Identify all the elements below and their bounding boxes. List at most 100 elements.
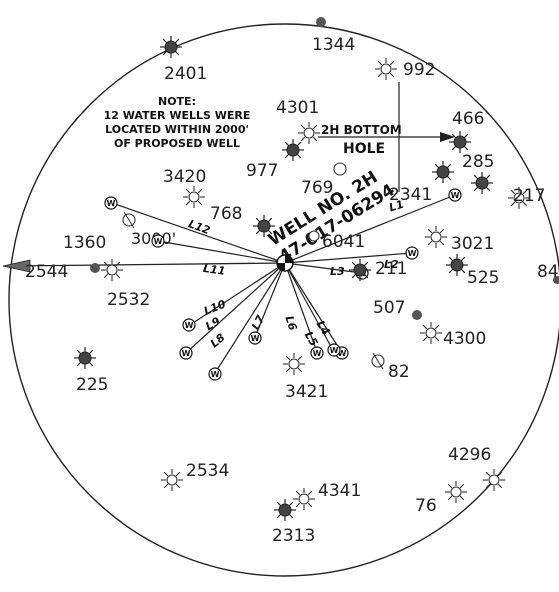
oil-gas-well-icon xyxy=(482,468,506,492)
well-label: 6041 xyxy=(322,232,365,252)
svg-text:W: W xyxy=(408,249,417,258)
svg-text:W: W xyxy=(451,191,460,200)
well-label: 3421 xyxy=(285,382,328,402)
oil-gas-well-icon xyxy=(273,498,297,522)
well-label: 211 xyxy=(375,259,407,279)
well-label: 4300 xyxy=(443,329,486,349)
bottom-hole-label-1: 2H BOTTOM xyxy=(321,123,402,137)
line-label-l11: L11 xyxy=(202,262,226,278)
well-label: 2544 xyxy=(25,262,68,282)
oil-gas-well-icon xyxy=(100,258,124,282)
svg-text:W: W xyxy=(182,349,191,358)
water-well-icon: W xyxy=(405,246,419,260)
note-line-2: 12 WATER WELLS WERE xyxy=(104,109,251,122)
svg-text:W: W xyxy=(185,321,194,330)
gas-well-icon xyxy=(371,352,385,370)
well-label: 4341 xyxy=(318,481,361,501)
well-label: 1344 xyxy=(312,35,355,55)
water-well-icon: W xyxy=(310,346,324,360)
well-label: 225 xyxy=(76,375,108,395)
bottom-hole-label-2: HOLE xyxy=(343,141,385,157)
dry-hole-icon xyxy=(412,310,422,320)
line-label-l3: L3 xyxy=(330,265,345,278)
existing-wells xyxy=(73,17,559,522)
svg-text:W: W xyxy=(107,199,116,208)
water-well-icon: W xyxy=(151,234,165,248)
oil-gas-well-icon xyxy=(431,160,455,184)
water-well-icon: W xyxy=(248,331,262,345)
gas-well-icon xyxy=(122,211,136,229)
well-label: 1360 xyxy=(63,233,106,253)
dry-hole-icon xyxy=(316,17,326,27)
well-label: 2341 xyxy=(389,185,432,205)
oil-gas-well-icon xyxy=(282,352,306,376)
water-well-icon: W xyxy=(182,318,196,332)
well-label: 2313 xyxy=(272,526,315,546)
gas-well-icon xyxy=(333,162,347,176)
note-block: NOTE: 12 WATER WELLS WERE LOCATED WITHIN… xyxy=(104,95,251,150)
well-label: 3021 xyxy=(451,234,494,254)
well-labels: 1344 2401 992 4301 466 977 285 3420 769 … xyxy=(25,35,559,546)
well-label: 217 xyxy=(513,186,545,206)
oil-gas-well-icon xyxy=(374,57,398,81)
well-label: 466 xyxy=(452,109,484,129)
radius-circle xyxy=(8,23,559,577)
note-line-1: NOTE: xyxy=(158,95,196,108)
line-label-l8: L8 xyxy=(208,331,228,351)
svg-text:W: W xyxy=(330,346,339,355)
svg-text:W: W xyxy=(313,349,322,358)
water-well-lines xyxy=(111,194,456,374)
oil-gas-well-icon xyxy=(252,214,276,238)
oil-gas-well-icon xyxy=(444,480,468,504)
oil-gas-well-icon xyxy=(73,346,97,370)
line-label-l2: L2 xyxy=(384,258,399,271)
well-label: 84 xyxy=(537,262,559,282)
water-well-icon: W xyxy=(179,346,193,360)
dry-hole-icon xyxy=(553,276,559,284)
line-label-l1: L1 xyxy=(387,198,405,215)
water-well-icon: W xyxy=(327,343,341,357)
oil-gas-well-icon xyxy=(292,487,316,511)
svg-text:W: W xyxy=(251,334,260,343)
bottom-hole-marker xyxy=(318,82,455,192)
line-label-l9: L9 xyxy=(203,314,222,333)
line-label-l5: L5 xyxy=(302,329,321,348)
oil-gas-well-icon xyxy=(348,258,372,282)
well-label: 769 xyxy=(301,178,333,198)
water-wells: W W W W W W W W W W W W xyxy=(104,188,462,381)
well-label: 992 xyxy=(403,60,435,80)
well-label: 2401 xyxy=(164,64,207,84)
line-label-l6: L6 xyxy=(282,314,299,332)
water-well-icon: W xyxy=(104,196,118,210)
well-label: 3420 xyxy=(163,167,206,187)
oil-gas-well-icon xyxy=(419,321,443,345)
oil-gas-well-icon xyxy=(297,121,321,145)
note-line-3: LOCATED WITHIN 2000' xyxy=(105,123,249,136)
oil-gas-well-icon xyxy=(424,225,448,249)
well-label: 285 xyxy=(462,152,494,172)
water-well-icon: W xyxy=(208,367,222,381)
well-label: 977 xyxy=(246,161,278,181)
well-label: 4301 xyxy=(276,98,319,118)
water-well-icon: W xyxy=(448,188,462,202)
well-label: 76 xyxy=(415,496,437,516)
well-label: 2532 xyxy=(107,290,150,310)
well-label: 2534 xyxy=(186,461,229,481)
well-label: 768 xyxy=(210,204,242,224)
line-label-l12: L12 xyxy=(186,217,212,237)
well-label: 82 xyxy=(388,362,410,382)
svg-text:W: W xyxy=(338,349,347,358)
line-label-l7: L7 xyxy=(249,313,268,332)
proposed-well-icon xyxy=(276,254,294,272)
dry-hole-icon xyxy=(90,263,100,273)
well-label: 4296 xyxy=(448,445,491,465)
gas-well-icon xyxy=(308,230,320,242)
oil-gas-well-icon xyxy=(159,35,183,59)
oil-gas-well-icon xyxy=(160,468,184,492)
oil-gas-well-icon xyxy=(445,253,469,277)
well-label: 507 xyxy=(373,298,405,318)
oil-gas-well-icon xyxy=(470,171,494,195)
well-label: 525 xyxy=(467,268,499,288)
oil-gas-well-icon xyxy=(281,138,305,162)
